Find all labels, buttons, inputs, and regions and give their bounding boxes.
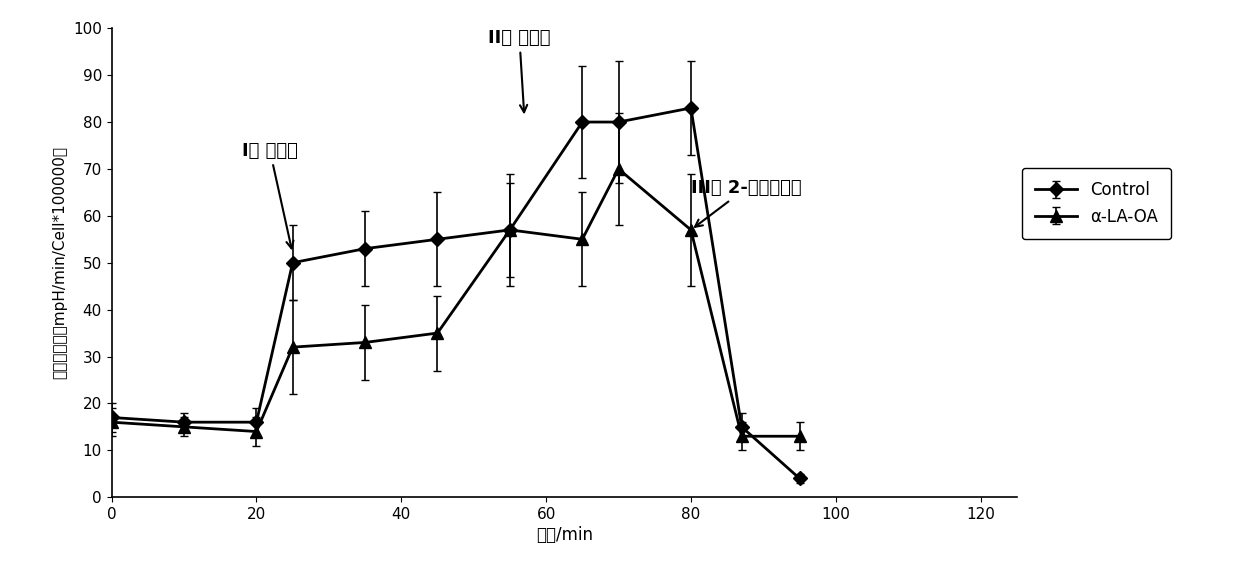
- Y-axis label: 胞外酸化率（mpH/min/Cell*100000）: 胞外酸化率（mpH/min/Cell*100000）: [52, 146, 67, 379]
- X-axis label: 时间/min: 时间/min: [536, 526, 593, 544]
- Text: III： 2-脱氧葡萄糖: III： 2-脱氧葡萄糖: [691, 179, 801, 227]
- Text: II： 察霧素: II： 察霧素: [489, 29, 551, 112]
- Legend: Control, α-LA-OA: Control, α-LA-OA: [1022, 168, 1172, 239]
- Text: I： 葡萄糖: I： 葡萄糖: [242, 142, 298, 249]
